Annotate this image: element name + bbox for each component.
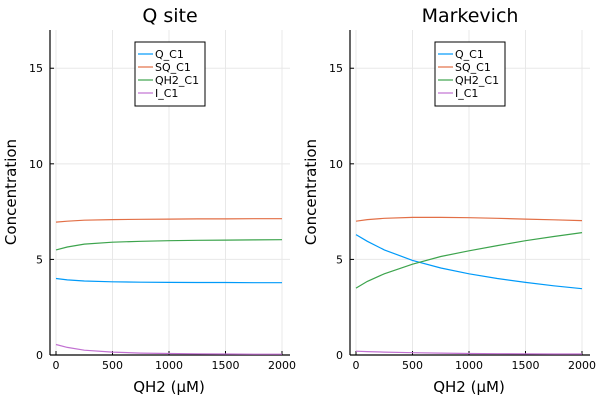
y-tick-label: 0 (336, 349, 343, 362)
legend-box (134, 41, 206, 107)
series-line-i-c1 (55, 343, 282, 355)
legend-label: Q_C1 (155, 48, 184, 61)
x-tick-label: 2000 (268, 359, 296, 372)
legend-label: SQ_C1 (455, 61, 491, 74)
series-line-q-c1 (355, 234, 583, 290)
x-tick-label: 1500 (212, 359, 240, 372)
x-tick-label: 2000 (568, 359, 596, 372)
x-tick-label: 1000 (155, 359, 183, 372)
chart-panel-2: Markevich 0 500 1000 1500 2000 0 5 10 15 QH2 (μM) C… (302, 5, 596, 396)
y-tick-label: 5 (336, 253, 343, 266)
chart-title: Markevich (422, 5, 519, 27)
x-axis-label: QH2 (μM) (133, 378, 205, 396)
x-axis-label: QH2 (μM) (433, 378, 505, 396)
x-tick-label: 0 (53, 359, 60, 372)
chart-title: Q site (142, 5, 197, 27)
legend-label: SQ_C1 (155, 61, 191, 74)
y-axis-label: Concentration (2, 139, 20, 245)
legend-label: Q_C1 (455, 48, 484, 61)
x-tick-label: 0 (353, 359, 360, 372)
y-axis-label: Concentration (302, 139, 320, 245)
y-tick-label: 10 (29, 158, 43, 171)
legend-label: QH2_C1 (455, 74, 499, 87)
legend-box (434, 41, 506, 107)
y-tick-label: 5 (36, 253, 43, 266)
x-tick-label: 500 (402, 359, 423, 372)
y-tick-label: 10 (329, 158, 343, 171)
series-line-q-c1 (55, 277, 282, 284)
y-tick-label: 15 (29, 62, 43, 75)
y-tick-label: 15 (329, 62, 343, 75)
chart-panel-1: Q site 0 500 1000 1500 2000 0 5 10 15 QH2 (μM) Conc… (2, 5, 296, 396)
x-tick-label: 500 (102, 359, 123, 372)
x-tick-label: 1500 (512, 359, 540, 372)
x-tick-label: 1000 (455, 359, 483, 372)
series-line-qh2-c1 (55, 239, 283, 251)
series-line-i-c1 (355, 350, 582, 355)
legend-label: I_C1 (455, 87, 478, 100)
series-line-sq-c1 (55, 218, 282, 223)
series-line-sq-c1 (355, 216, 583, 222)
y-tick-label: 0 (36, 349, 43, 362)
legend-label: I_C1 (155, 87, 178, 100)
legend-label: QH2_C1 (155, 74, 199, 87)
series-line-qh2-c1 (355, 232, 583, 289)
